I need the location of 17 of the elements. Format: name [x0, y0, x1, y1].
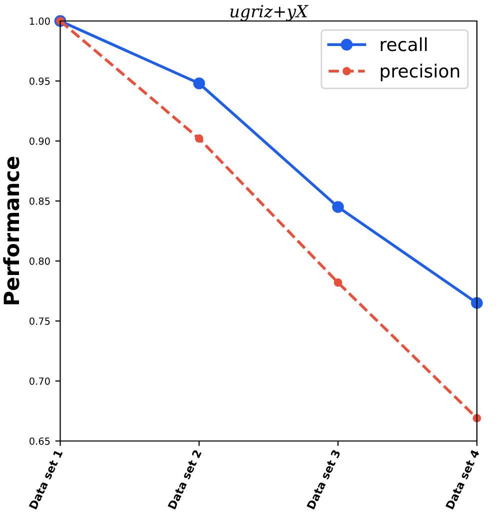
- point: [193, 77, 206, 90]
- legend-label: precision: [380, 64, 460, 82]
- y-tick-label: 0.90: [30, 137, 50, 145]
- y-tick-label: 0.85: [30, 197, 50, 205]
- y-axis-title: Performance: [3, 156, 20, 304]
- y-tick-label: 0.65: [30, 437, 50, 445]
- y-tick-label: 0.95: [30, 77, 50, 85]
- y-tick-label: 0.70: [30, 377, 50, 385]
- legend-label: recall: [380, 37, 427, 52]
- point: [332, 201, 344, 213]
- y-tick-label: 1.00: [30, 17, 50, 25]
- point: [470, 297, 483, 309]
- chart-title: ugriz+yX: [230, 5, 308, 21]
- point: [334, 278, 342, 287]
- point: [194, 134, 204, 143]
- y-tick-label: 0.75: [30, 317, 50, 325]
- y-tick-label: 0.80: [30, 257, 50, 265]
